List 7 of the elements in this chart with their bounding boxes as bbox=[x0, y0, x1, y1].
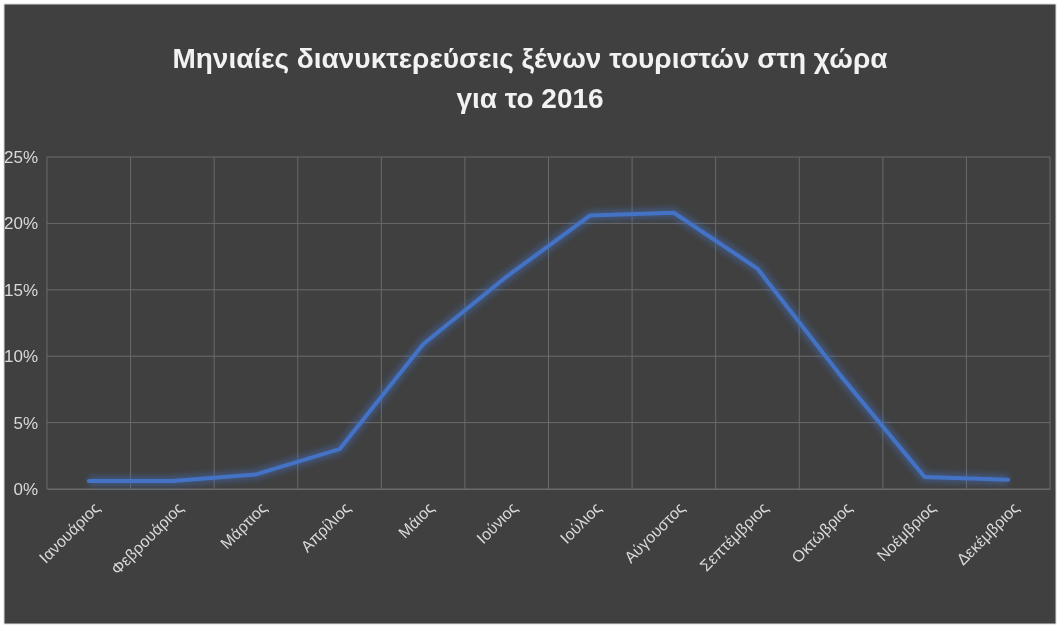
y-tick-label: 5% bbox=[13, 413, 38, 433]
y-tick-label: 15% bbox=[3, 280, 38, 300]
chart-title: Μηνιαίες διανυκτερεύσεις ξένων τουριστών στη χώρα για το 2016 bbox=[172, 43, 888, 114]
y-tick-label: 20% bbox=[3, 214, 38, 234]
y-tick-label: 10% bbox=[3, 347, 38, 367]
y-tick-label: 0% bbox=[13, 479, 38, 499]
y-tick-label: 25% bbox=[3, 147, 38, 167]
